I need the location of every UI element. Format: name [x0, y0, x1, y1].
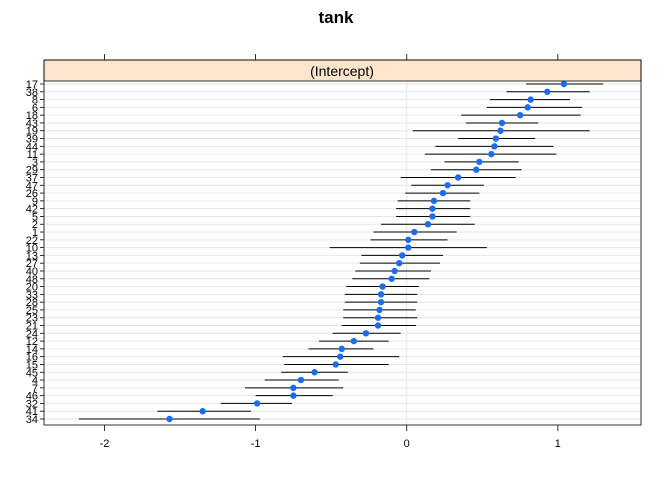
y-tick-label: 44: [26, 141, 38, 153]
x-tick-label: 0: [404, 438, 410, 450]
y-tick-label: 20: [26, 282, 38, 294]
y-tick-label: 48: [26, 274, 38, 286]
y-tick-label: 38: [26, 87, 38, 99]
estimate-point: [476, 158, 483, 166]
y-tick-label: 40: [26, 266, 38, 278]
estimate-point: [498, 119, 506, 127]
y-tick-label: 10: [26, 243, 38, 255]
y-tick-label: 39: [26, 134, 38, 146]
estimate-point: [405, 244, 412, 251]
y-tick-label: 29: [26, 165, 38, 177]
y-tick-label: 41: [26, 406, 38, 418]
x-tick-label: -2: [100, 438, 110, 450]
y-tick-label: 14: [26, 344, 38, 356]
estimate-point: [516, 111, 524, 119]
y-tick-label: 9: [32, 196, 38, 208]
estimate-point: [411, 228, 418, 236]
estimate-point: [362, 330, 370, 337]
estimate-point: [524, 104, 531, 111]
y-tick-label: 46: [26, 391, 38, 403]
y-tick-label: 11: [27, 149, 38, 161]
y-tick-label: 5: [32, 211, 38, 223]
y-tick-label: 42: [26, 204, 38, 216]
estimate-point: [430, 197, 438, 205]
estimate-point: [439, 189, 447, 197]
estimate-point: [379, 283, 386, 290]
y-tick-label: 32: [26, 398, 38, 410]
y-tick-label: 19: [26, 126, 38, 138]
estimate-point: [454, 174, 462, 181]
y-tick-label: 34: [26, 414, 38, 426]
estimate-point: [374, 322, 382, 329]
estimate-point: [253, 400, 261, 407]
y-tick-labels: 1738861843193944113293747269425212210132…: [26, 79, 44, 426]
estimate-point: [391, 267, 398, 275]
estimate-point: [332, 361, 339, 368]
estimate-point: [488, 150, 495, 158]
y-tick-label: 18: [26, 110, 38, 122]
y-tick-label: 8: [32, 95, 38, 107]
estimate-point: [395, 259, 403, 267]
estimate-point: [350, 337, 358, 345]
y-tick-label: 15: [26, 359, 38, 371]
y-tick-label: 37: [26, 172, 38, 184]
estimate-point: [560, 80, 568, 88]
y-tick-label: 16: [26, 352, 38, 364]
panel-strip-label: (Intercept): [310, 63, 374, 79]
y-tick-label: 23: [26, 313, 38, 325]
estimate-point: [429, 205, 436, 212]
y-tick-label: 17: [26, 79, 38, 91]
estimate-point: [376, 306, 383, 314]
y-tick-label: 45: [26, 367, 38, 379]
y-tick-label: 33: [26, 289, 38, 301]
estimate-point: [405, 236, 412, 244]
y-tick-label: 47: [26, 180, 38, 192]
estimate-point: [290, 392, 297, 399]
estimate-point: [374, 314, 382, 321]
estimate-point: [399, 252, 406, 259]
estimate-point: [491, 143, 498, 150]
point-layer: [166, 80, 568, 423]
y-tick-label: 4: [32, 375, 38, 387]
y-tick-label: 25: [26, 305, 38, 317]
y-tick-label: 22: [26, 235, 38, 247]
estimate-point: [424, 221, 432, 228]
y-tick-label: 24: [26, 328, 38, 340]
estimate-point: [544, 88, 551, 95]
estimate-point: [377, 291, 385, 298]
x-ticks: -2 -1 0 1: [100, 54, 561, 450]
estimate-point: [297, 376, 305, 384]
estimate-point: [444, 182, 451, 189]
estimate-point: [311, 369, 318, 376]
x-tick-label: 1: [555, 438, 561, 450]
estimate-point: [377, 298, 385, 306]
y-tick-label: 13: [26, 250, 38, 262]
estimate-point: [199, 408, 206, 415]
y-tick-label: 28: [26, 297, 38, 309]
estimate-point: [473, 166, 480, 173]
estimate-point: [338, 345, 345, 353]
estimate-point: [429, 213, 436, 220]
x-tick-label: -1: [251, 438, 261, 450]
chart-title: tank: [319, 8, 355, 27]
estimate-point: [290, 384, 297, 392]
y-tick-label: 2: [32, 219, 38, 231]
y-tick-label: 6: [32, 102, 38, 114]
estimate-point: [388, 275, 395, 282]
y-tick-label: 7: [32, 383, 38, 395]
estimate-point: [337, 353, 344, 360]
y-tick-label: 26: [26, 188, 38, 200]
y-tick-label: 3: [32, 157, 38, 169]
estimate-point: [166, 415, 173, 423]
y-tick-label: 27: [26, 258, 38, 270]
estimate-point: [492, 135, 500, 142]
y-tick-label: 1: [32, 227, 38, 239]
y-tick-label: 43: [26, 118, 38, 130]
plot-border: [43, 59, 642, 426]
y-tick-label: 21: [26, 321, 38, 333]
y-tick-label: 12: [26, 336, 38, 348]
estimate-point: [497, 127, 504, 134]
estimate-point: [527, 96, 534, 103]
